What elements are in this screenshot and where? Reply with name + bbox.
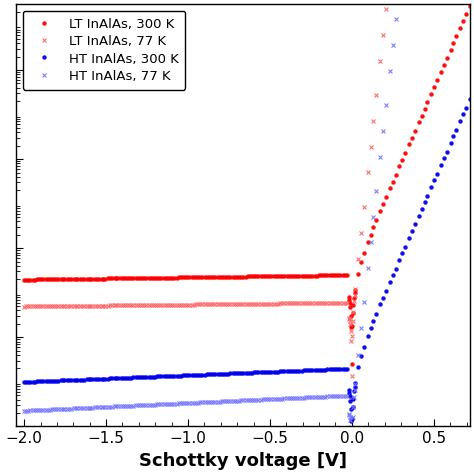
HT InAlAs, 300 K [467,96,473,102]
LT InAlAs, 77 K [21,304,27,310]
LT InAlAs, 300 K [438,69,444,74]
Line: LT InAlAs, 300 K: LT InAlAs, 300 K [22,4,472,366]
Legend: LT InAlAs, 300 K, LT InAlAs, 77 K, HT InAlAs, 300 K, HT InAlAs, 77 K: LT InAlAs, 300 K, LT InAlAs, 77 K, HT In… [23,11,185,90]
LT InAlAs, 300 K [416,119,421,125]
HT InAlAs, 77 K [38,407,44,413]
HT InAlAs, 300 K [38,378,44,384]
LT InAlAs, 300 K [38,277,44,283]
LT InAlAs, 300 K [21,277,27,283]
LT InAlAs, 77 K [46,303,52,309]
HT InAlAs, 77 K [100,404,106,410]
LT InAlAs, 300 K [467,3,473,9]
HT InAlAs, 77 K [349,469,355,474]
LT InAlAs, 77 K [38,303,44,309]
Line: LT InAlAs, 77 K: LT InAlAs, 77 K [22,0,472,378]
Line: HT InAlAs, 300 K: HT InAlAs, 300 K [22,97,472,460]
X-axis label: Schottky voltage [V]: Schottky voltage [V] [139,452,347,470]
LT InAlAs, 300 K [135,275,141,281]
HT InAlAs, 77 K [46,407,52,412]
LT InAlAs, 77 K [100,303,106,309]
LT InAlAs, 77 K [135,302,141,308]
Line: HT InAlAs, 77 K: HT InAlAs, 77 K [22,0,472,474]
LT InAlAs, 300 K [46,276,52,282]
LT InAlAs, 300 K [100,276,106,282]
HT InAlAs, 77 K [135,402,141,408]
LT InAlAs, 77 K [349,374,355,379]
HT InAlAs, 300 K [100,376,106,382]
HT InAlAs, 300 K [135,374,141,380]
LT InAlAs, 300 K [349,362,355,367]
HT InAlAs, 300 K [46,378,52,384]
HT InAlAs, 300 K [349,455,355,461]
HT InAlAs, 300 K [438,162,444,168]
HT InAlAs, 300 K [21,379,27,385]
HT InAlAs, 77 K [21,408,27,414]
HT InAlAs, 300 K [416,213,421,219]
